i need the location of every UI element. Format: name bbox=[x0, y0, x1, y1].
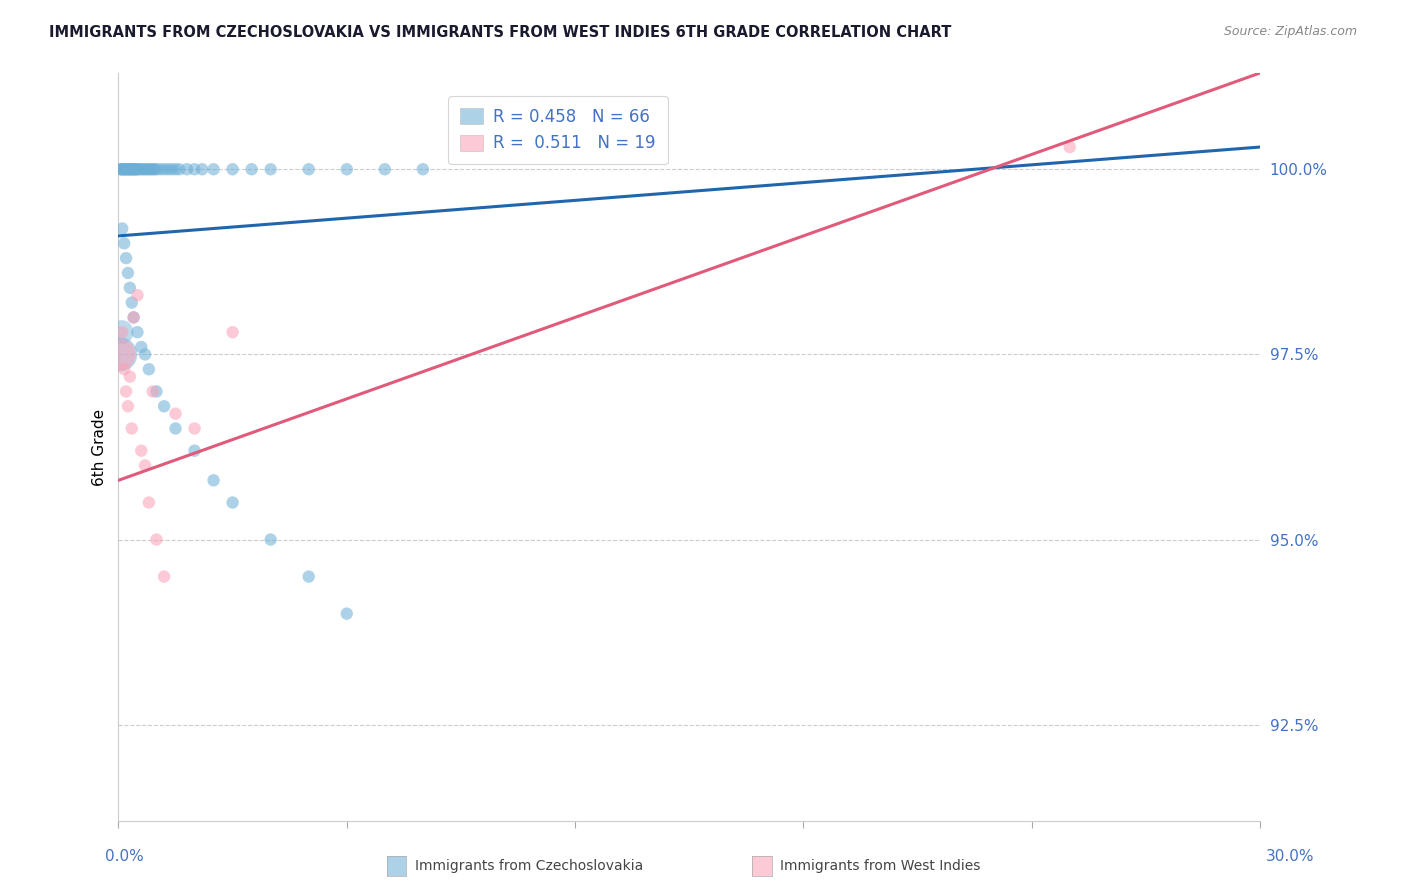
Point bbox=[138, 495, 160, 509]
Point bbox=[139, 162, 162, 177]
Point bbox=[122, 162, 145, 177]
Point bbox=[138, 162, 160, 177]
Point bbox=[112, 162, 135, 177]
Point bbox=[124, 162, 146, 177]
Point bbox=[128, 162, 150, 177]
Point bbox=[412, 162, 434, 177]
Point bbox=[374, 162, 396, 177]
Point bbox=[122, 162, 145, 177]
Point bbox=[165, 162, 187, 177]
Text: 30.0%: 30.0% bbox=[1267, 849, 1315, 864]
Point bbox=[336, 607, 359, 621]
Point bbox=[240, 162, 263, 177]
Point bbox=[114, 162, 136, 177]
Point bbox=[129, 162, 152, 177]
Point bbox=[134, 162, 156, 177]
Point bbox=[110, 347, 132, 361]
Point bbox=[127, 162, 149, 177]
Point bbox=[118, 162, 141, 177]
Point bbox=[165, 407, 187, 421]
Text: Immigrants from West Indies: Immigrants from West Indies bbox=[780, 859, 981, 873]
Point bbox=[153, 569, 176, 583]
Point bbox=[111, 162, 134, 177]
Point bbox=[202, 162, 225, 177]
Point bbox=[117, 266, 139, 280]
Point bbox=[110, 347, 132, 361]
Point bbox=[129, 340, 152, 354]
Point bbox=[122, 310, 145, 325]
Point bbox=[117, 399, 139, 413]
Point bbox=[153, 399, 176, 413]
Point bbox=[221, 162, 243, 177]
Point bbox=[111, 221, 134, 235]
Point bbox=[110, 162, 132, 177]
Point bbox=[176, 162, 198, 177]
Point bbox=[134, 458, 156, 473]
Point bbox=[122, 310, 145, 325]
Point bbox=[115, 162, 138, 177]
Point bbox=[111, 162, 134, 177]
Point bbox=[145, 533, 167, 547]
Point bbox=[169, 162, 191, 177]
Point bbox=[183, 162, 205, 177]
Point bbox=[298, 569, 321, 583]
Point bbox=[125, 162, 148, 177]
Point bbox=[115, 251, 138, 265]
Point bbox=[110, 325, 132, 339]
Point bbox=[121, 295, 143, 310]
Point bbox=[138, 362, 160, 376]
Point bbox=[149, 162, 172, 177]
Point bbox=[160, 162, 183, 177]
Y-axis label: 6th Grade: 6th Grade bbox=[93, 409, 107, 485]
Point bbox=[259, 162, 281, 177]
Point bbox=[129, 443, 152, 458]
Point bbox=[110, 162, 132, 177]
Point bbox=[117, 162, 139, 177]
Point bbox=[298, 162, 321, 177]
Text: 0.0%: 0.0% bbox=[105, 849, 145, 864]
Legend: R = 0.458   N = 66, R =  0.511   N = 19: R = 0.458 N = 66, R = 0.511 N = 19 bbox=[449, 96, 668, 164]
Point bbox=[132, 162, 155, 177]
Point bbox=[202, 473, 225, 487]
Point bbox=[1059, 140, 1081, 154]
Point bbox=[221, 325, 243, 339]
Point bbox=[120, 162, 142, 177]
Point bbox=[183, 443, 205, 458]
Point bbox=[136, 162, 159, 177]
Point bbox=[134, 347, 156, 361]
Point bbox=[127, 288, 149, 302]
Point bbox=[165, 421, 187, 435]
Text: IMMIGRANTS FROM CZECHOSLOVAKIA VS IMMIGRANTS FROM WEST INDIES 6TH GRADE CORRELAT: IMMIGRANTS FROM CZECHOSLOVAKIA VS IMMIGR… bbox=[49, 25, 952, 40]
Point bbox=[142, 162, 165, 177]
Point bbox=[111, 325, 134, 339]
Point bbox=[183, 421, 205, 435]
Point bbox=[142, 384, 165, 399]
Point bbox=[115, 384, 138, 399]
Point bbox=[127, 325, 149, 339]
Point bbox=[121, 421, 143, 435]
Point bbox=[221, 495, 243, 509]
Text: Source: ZipAtlas.com: Source: ZipAtlas.com bbox=[1223, 25, 1357, 38]
Point bbox=[153, 162, 176, 177]
Point bbox=[124, 162, 146, 177]
Point bbox=[336, 162, 359, 177]
Point bbox=[115, 162, 138, 177]
Point bbox=[145, 162, 167, 177]
Point bbox=[259, 533, 281, 547]
Point bbox=[121, 162, 143, 177]
Point bbox=[118, 162, 141, 177]
Point bbox=[112, 236, 135, 251]
Point bbox=[112, 362, 135, 376]
Point bbox=[191, 162, 214, 177]
Point bbox=[145, 384, 167, 399]
Point bbox=[143, 162, 166, 177]
Point bbox=[118, 281, 141, 295]
Point bbox=[156, 162, 179, 177]
Text: Immigrants from Czechoslovakia: Immigrants from Czechoslovakia bbox=[415, 859, 643, 873]
Point bbox=[118, 369, 141, 384]
